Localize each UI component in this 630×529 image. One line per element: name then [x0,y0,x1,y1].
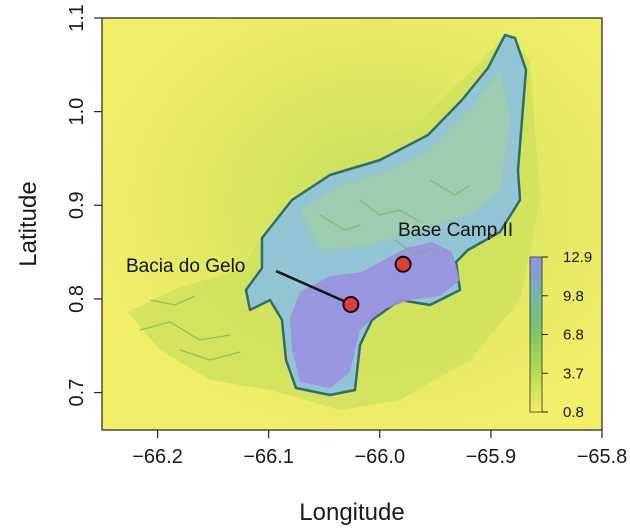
upper-relief [300,70,510,250]
x-axis: −66.2 −66.1 −66.0 −65.9 −65.8 [132,430,627,468]
deep-basin [290,242,460,388]
plot-frame [101,17,603,431]
x-tick-label: −65.8 [577,446,628,468]
x-tick-label: −65.9 [466,446,517,468]
x-tick-label: −66.2 [132,446,183,468]
map-raster [102,18,602,430]
y-axis: 0.7 0.8 0.9 1.0 1.1 [66,4,102,406]
bacia-leader-line [275,269,347,304]
colorbar-tick-label: 6.8 [563,327,584,344]
site-marker-bacia-do-gelo [342,296,360,314]
site-label-base-camp-ii: Base Camp II [398,220,513,241]
y-axis-title: Latitude [15,181,42,266]
x-tick-label: −66.0 [354,446,405,468]
y-tick-label: 0.9 [66,191,88,219]
x-tick-label: −66.1 [243,446,294,468]
relief-ridges [139,179,471,361]
colorbar [529,256,543,413]
site-marker-base-camp-ii [394,255,412,273]
y-tick-label: 0.7 [66,379,88,407]
x-axis-title: Longitude [299,499,404,526]
y-tick-label: 1.0 [66,98,88,126]
colorbar-tick-label: 0.8 [563,404,584,421]
y-tick-label: 1.1 [66,4,88,32]
colorbar-tick-label: 12.9 [563,249,592,266]
colorbar-ticks: 12.9 9.8 6.8 3.7 0.8 [542,249,592,421]
y-tick-label: 0.8 [66,285,88,313]
colorbar-tick-label: 3.7 [563,365,584,382]
colorbar-tick-label: 9.8 [563,288,584,305]
site-label-bacia-do-gelo: Bacia do Gelo [126,256,245,277]
